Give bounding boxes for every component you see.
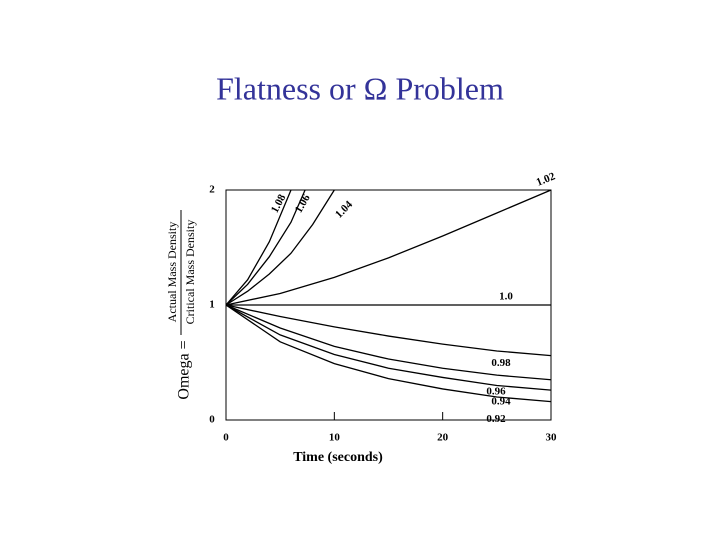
curve-label: 0.94 xyxy=(491,396,511,408)
curve-label: 0.98 xyxy=(491,357,511,369)
y-axis-label: Omega = Actual Mass Density Critical Mas… xyxy=(165,210,197,400)
y-tick-label: 0 xyxy=(209,414,215,426)
x-tick-label: 10 xyxy=(329,432,341,444)
curve xyxy=(225,304,552,403)
y-label-denominator: Critical Mass Density xyxy=(183,220,197,325)
curve-label: 1.0 xyxy=(499,291,513,303)
curve xyxy=(225,189,552,306)
curve xyxy=(225,304,552,357)
curve xyxy=(225,304,552,391)
curve xyxy=(225,189,335,306)
y-label-numerator: Actual Mass Density xyxy=(165,222,179,323)
curve xyxy=(225,189,292,306)
curve-label: 0.92 xyxy=(486,413,506,425)
slide-title: Flatness or Ω Problem xyxy=(216,70,504,106)
y-label-lhs: Omega = xyxy=(176,340,193,399)
curve xyxy=(225,189,306,306)
x-tick-label: 0 xyxy=(223,432,229,444)
x-tick-label: 30 xyxy=(546,432,558,444)
curve-label: 1.02 xyxy=(535,170,558,189)
curve xyxy=(225,304,552,381)
curve-label: 1.04 xyxy=(333,198,355,220)
x-tick-label: 20 xyxy=(437,432,449,444)
curve-label: 0.96 xyxy=(486,385,506,397)
y-tick-label: 2 xyxy=(209,184,215,196)
x-axis-label: Time (seconds) xyxy=(293,450,383,465)
curve-label: 1.06 xyxy=(293,192,313,215)
y-tick-label: 1 xyxy=(209,299,215,311)
